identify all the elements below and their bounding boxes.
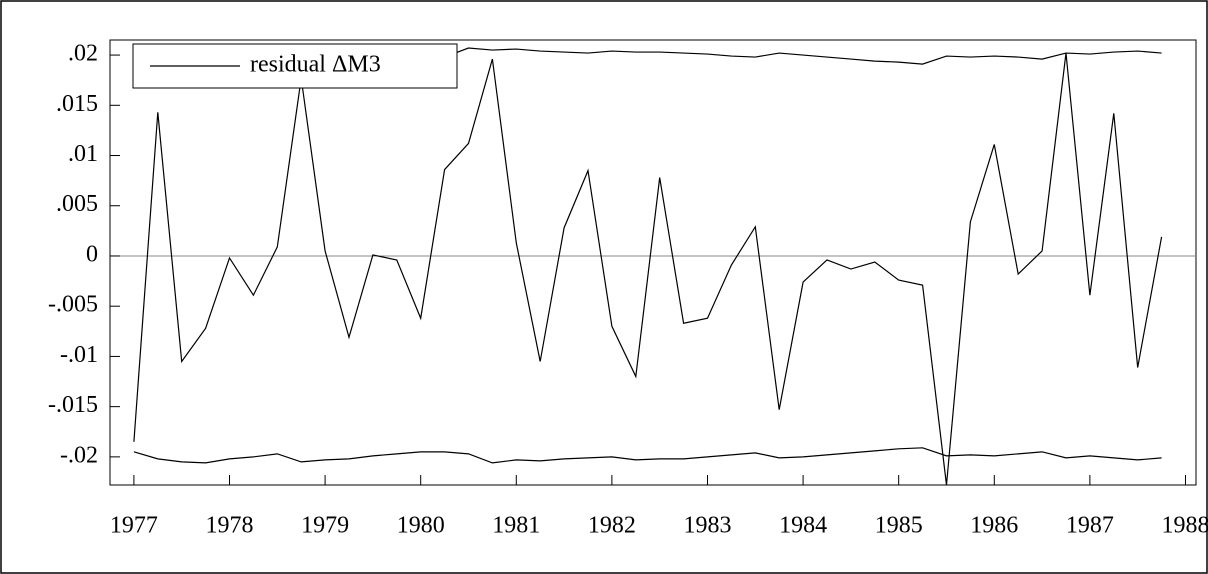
- x-tick-label: 1979: [301, 513, 349, 539]
- x-tick-label: 1978: [205, 513, 253, 539]
- x-tick-label: 1980: [397, 513, 445, 539]
- x-tick-label: 1983: [683, 513, 731, 539]
- y-tick-label: .02: [68, 41, 98, 67]
- y-tick-label: -.015: [48, 392, 98, 418]
- plot-frame: [109, 39, 1197, 486]
- y-tick-label: -.02: [60, 442, 98, 468]
- line-series: [133, 447, 1162, 464]
- x-tick-label: 1986: [970, 513, 1018, 539]
- x-tick-label: 1981: [492, 513, 540, 539]
- y-tick-label: 0: [86, 241, 98, 267]
- legend-label: residual ΔM3: [250, 52, 381, 78]
- y-tick-label: -.005: [48, 292, 98, 318]
- y-tick-label: -.01: [60, 342, 98, 368]
- x-tick-label: 1985: [875, 513, 923, 539]
- line-series: [133, 52, 1163, 486]
- y-tick-label: .015: [56, 91, 98, 117]
- x-tick-label: 1982: [588, 513, 636, 539]
- x-tick-label: 1984: [779, 513, 827, 539]
- y-tick-label: .01: [68, 141, 98, 167]
- y-tick-label: .005: [56, 191, 98, 217]
- x-tick-label: 1988: [1161, 513, 1208, 539]
- x-tick-label: 1977: [110, 513, 158, 539]
- x-tick-label: 1987: [1066, 513, 1114, 539]
